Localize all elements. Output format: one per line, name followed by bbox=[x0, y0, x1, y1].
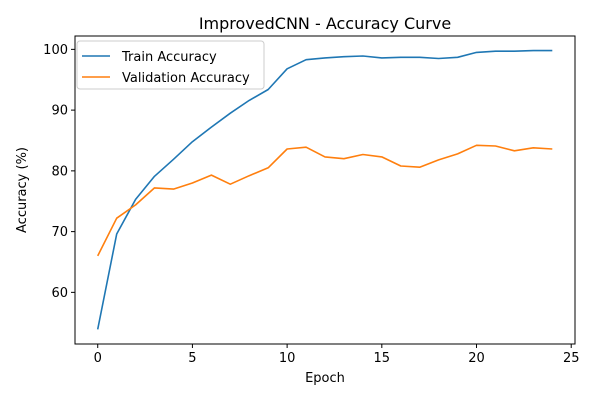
x-axis-title: Epoch bbox=[305, 371, 345, 386]
y-axis-title: Accuracy (%) bbox=[15, 147, 30, 233]
x-tick-label: 5 bbox=[188, 351, 196, 366]
legend: Train Accuracy Validation Accuracy bbox=[76, 40, 265, 90]
x-tick-label: 20 bbox=[468, 351, 485, 366]
legend-label-validation: Validation Accuracy bbox=[122, 71, 250, 86]
y-tick-label: 70 bbox=[51, 225, 68, 240]
y-tick-label: 90 bbox=[51, 104, 68, 119]
y-tick-label: 60 bbox=[51, 286, 68, 301]
legend-label-train: Train Accuracy bbox=[121, 50, 217, 65]
x-tick-label: 25 bbox=[563, 351, 580, 366]
x-tick-label: 10 bbox=[279, 351, 296, 366]
y-tick-label: 100 bbox=[43, 43, 68, 58]
legend-box bbox=[76, 40, 265, 90]
plot-frame bbox=[74, 35, 576, 345]
series-layer bbox=[96, 49, 553, 330]
ticks-layer: 0 5 10 15 20 25 60 70 80 90 100 bbox=[43, 43, 579, 366]
x-tick-label: 0 bbox=[94, 351, 102, 366]
series-line-validation bbox=[96, 144, 553, 257]
series-line-train bbox=[96, 49, 553, 330]
y-tick-label: 80 bbox=[51, 164, 68, 179]
x-tick-label: 15 bbox=[374, 351, 391, 366]
chart-title: ImprovedCNN - Accuracy Curve bbox=[199, 14, 451, 33]
